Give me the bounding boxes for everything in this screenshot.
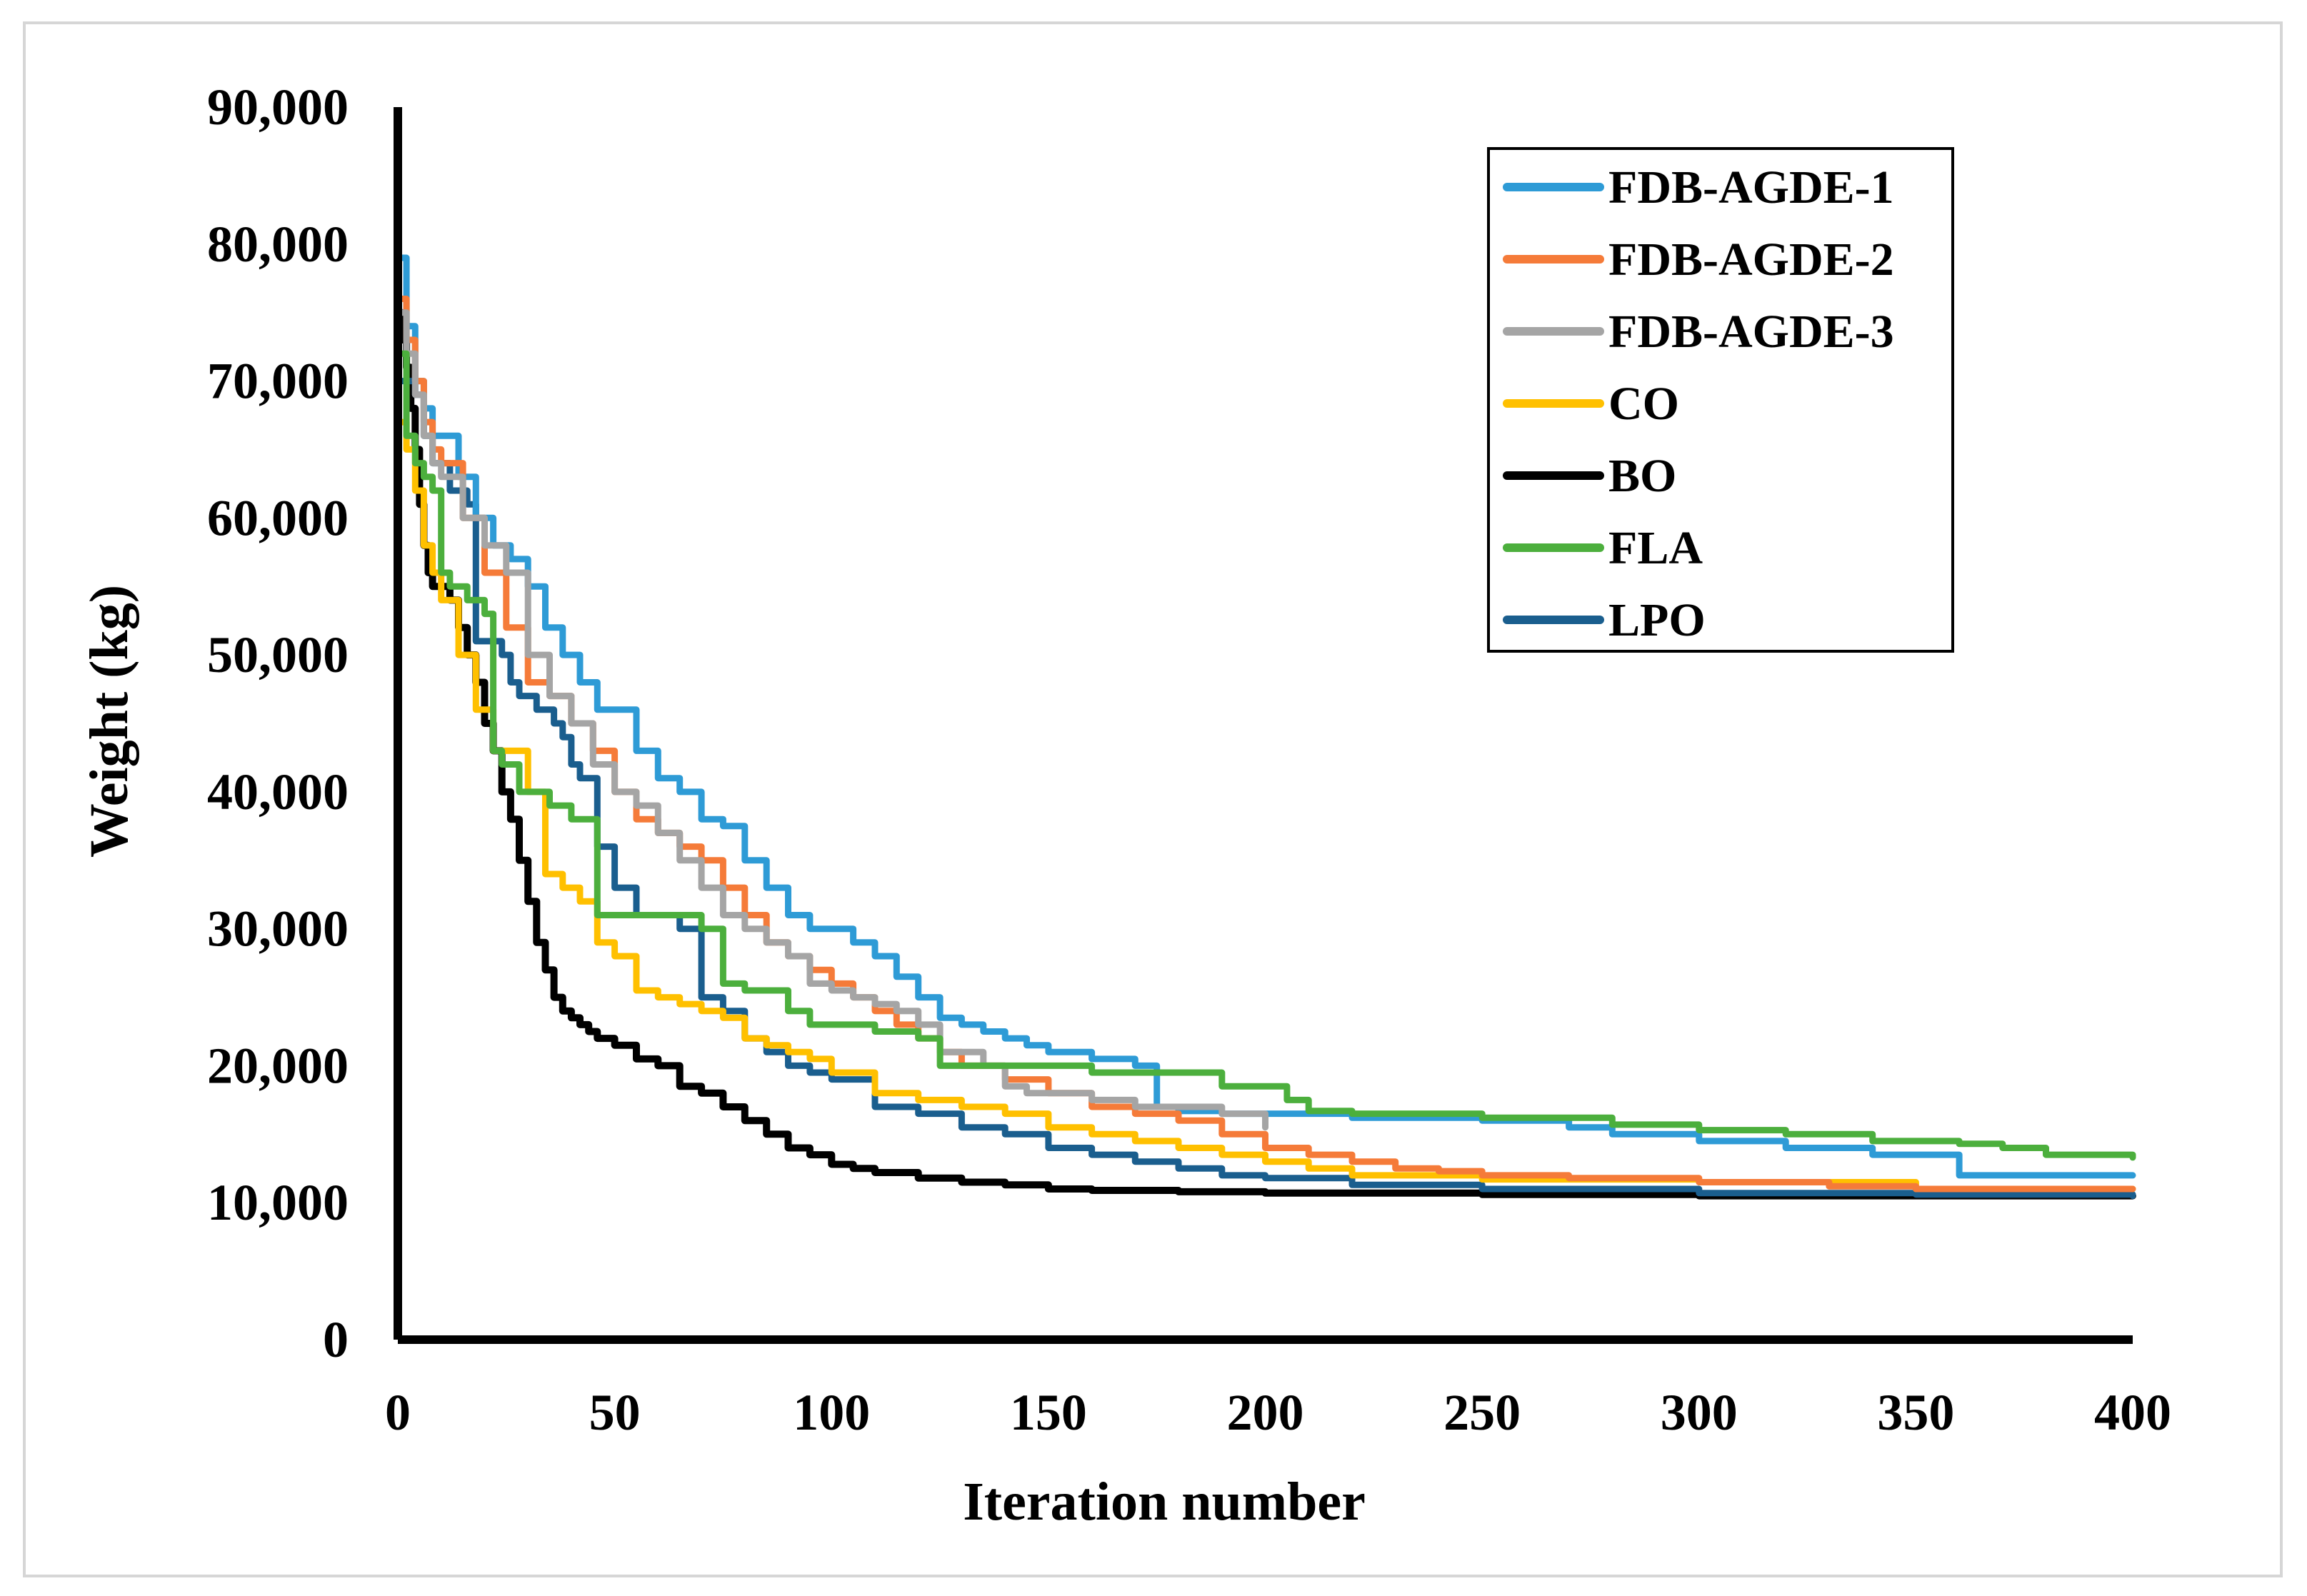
x-tick-labels: 0 50 100 150 200 250 300 350 400 — [385, 1384, 2171, 1441]
x-tick-label: 350 — [1877, 1384, 1954, 1441]
y-tick-label: 10,000 — [207, 1174, 349, 1231]
y-axis-title: Weight (kg) — [79, 585, 139, 858]
legend-label: FDB-AGDE-1 — [1608, 161, 1894, 214]
y-tick-label: 20,000 — [207, 1037, 349, 1094]
y-tick-label: 0 — [323, 1311, 349, 1368]
series-line-co — [394, 418, 2136, 1193]
y-tick-label: 30,000 — [207, 900, 349, 958]
y-tick-label: 70,000 — [207, 353, 349, 410]
legend-label: BO — [1608, 450, 1676, 502]
x-tick-label: 400 — [2094, 1384, 2171, 1441]
x-tick-label: 150 — [1010, 1384, 1087, 1441]
legend-label: FLA — [1608, 522, 1703, 574]
legend-label: LPO — [1608, 594, 1706, 646]
x-tick-label: 200 — [1227, 1384, 1304, 1441]
x-axis-title: Iteration number — [963, 1472, 1366, 1532]
x-tick-label: 50 — [589, 1384, 641, 1441]
x-tick-label: 0 — [385, 1384, 411, 1441]
legend: FDB-AGDE-1 FDB-AGDE-2 FDB-AGDE-3 CO BO FLA LPO — [1487, 147, 1954, 653]
y-tick-label: 60,000 — [207, 489, 349, 546]
y-tick-label: 90,000 — [207, 79, 349, 136]
y-tick-label: 40,000 — [207, 763, 349, 820]
legend-label: CO — [1608, 378, 1679, 430]
y-tick-labels: 0 10,000 20,000 30,000 40,000 50,000 60,000 70,… — [207, 79, 349, 1368]
axes-layer — [394, 107, 2133, 1344]
y-tick-label: 50,000 — [207, 626, 349, 683]
x-tick-label: 100 — [793, 1384, 870, 1441]
y-tick-label: 80,000 — [207, 216, 349, 273]
series-layer — [394, 254, 2136, 1200]
legend-items: FDB-AGDE-1 FDB-AGDE-2 FDB-AGDE-3 CO BO FLA LPO — [1503, 161, 1894, 646]
legend-label: FDB-AGDE-2 — [1608, 234, 1894, 286]
series-line-fdb-agde-3 — [394, 309, 1268, 1131]
legend-label: FDB-AGDE-3 — [1608, 306, 1894, 358]
x-tick-label: 300 — [1661, 1384, 1738, 1441]
series-line-fla — [394, 350, 2136, 1161]
x-tick-label: 250 — [1443, 1384, 1521, 1441]
